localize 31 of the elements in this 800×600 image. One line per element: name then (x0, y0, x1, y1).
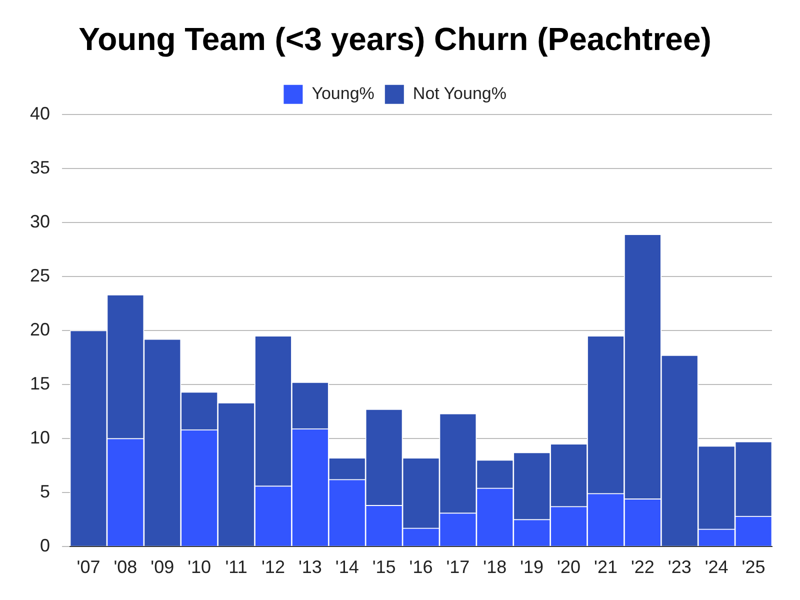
y-tick-label: 25 (30, 265, 50, 286)
x-tick-label: '08 (114, 557, 138, 578)
x-tick-label: '21 (594, 557, 618, 578)
y-tick-label: 0 (40, 535, 50, 556)
x-tick-label: '16 (409, 557, 433, 578)
legend-label: Not Young% (412, 84, 507, 104)
x-tick-label: '25 (742, 557, 766, 578)
x-tick-label: '14 (335, 557, 359, 578)
x-tick-label: '19 (520, 557, 544, 578)
y-tick-label: 35 (30, 157, 50, 178)
x-tick-label: '07 (76, 557, 100, 578)
x-tick-label: '17 (446, 557, 470, 578)
y-tick-label: 20 (30, 319, 50, 340)
x-tick-label: '22 (630, 557, 654, 578)
y-tick-label: 5 (40, 481, 50, 502)
x-tick-label: '09 (150, 557, 174, 578)
x-tick-label: '24 (704, 557, 728, 578)
x-tick-label: '13 (298, 557, 322, 578)
x-tick-label: '20 (557, 557, 581, 578)
y-tick-label: 30 (30, 211, 50, 232)
y-tick-label: 15 (30, 373, 50, 394)
y-tick-label: 40 (30, 103, 50, 124)
x-tick-label: '12 (261, 557, 285, 578)
x-tick-label: '23 (668, 557, 692, 578)
x-tick-label: '18 (483, 557, 507, 578)
y-tick-label: 10 (30, 427, 50, 448)
x-tick-label: '15 (372, 557, 396, 578)
x-tick-label: '11 (225, 557, 248, 578)
legend-label: Young% (312, 84, 374, 104)
chart-title: Young Team (<3 years) Churn (Peachtree) (78, 21, 712, 58)
x-tick-label: '10 (188, 557, 212, 578)
